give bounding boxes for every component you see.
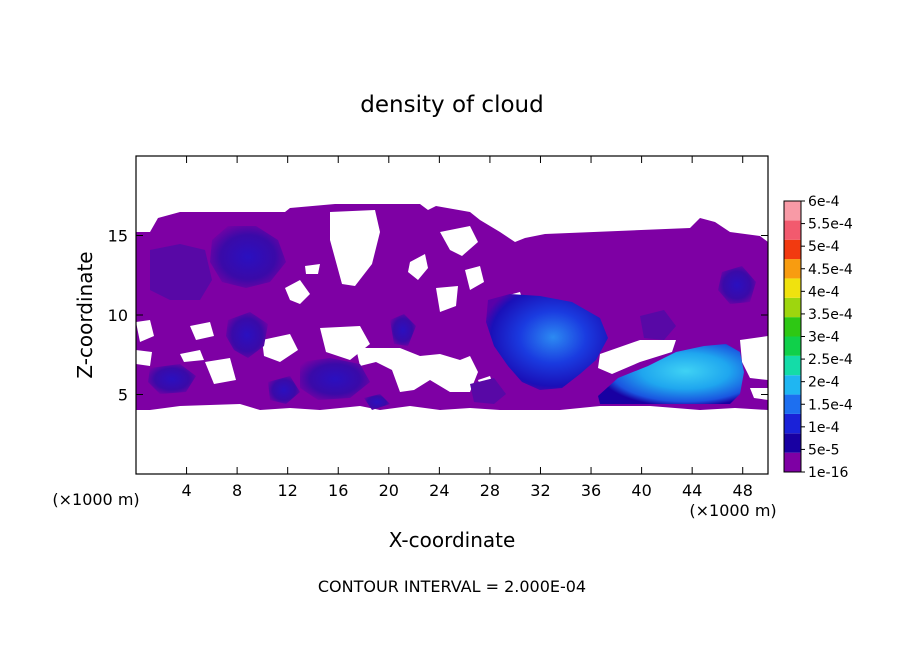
colorbar-swatch — [784, 355, 801, 376]
colorbar-swatch — [784, 259, 801, 279]
colorbar-label: 5.5e-4 — [808, 217, 853, 233]
colorbar-swatch — [784, 452, 801, 472]
z-tick-label: 5 — [118, 386, 128, 405]
z-tick-label: 10 — [108, 306, 128, 325]
z-axis-title: Z-coordinate — [73, 251, 97, 378]
colorbar-label: 6e-4 — [808, 194, 840, 210]
density-cores — [148, 226, 756, 410]
colorbar-label: 4.5e-4 — [808, 262, 853, 278]
x-tick-label: 24 — [429, 481, 449, 500]
colorbar-label: 2.5e-4 — [808, 352, 853, 368]
colorbar-label: 5e-5 — [808, 442, 839, 458]
colorbar-swatch — [784, 220, 801, 240]
colorbar-swatch — [784, 413, 801, 434]
colorbar-swatch — [784, 201, 801, 221]
plume-right — [598, 344, 744, 404]
x-tick-label: 20 — [379, 481, 399, 500]
colorbar-swatch — [784, 375, 801, 395]
x-tick-label: 4 — [181, 481, 191, 500]
colorbar-swatch — [784, 239, 801, 260]
x-tick-label: 12 — [278, 481, 298, 500]
clear-sky-gaps — [136, 210, 768, 400]
colorbar-label: 4e-4 — [808, 284, 840, 300]
x-unit-label: (×1000 m) — [689, 501, 776, 520]
colorbar-label: 1e-4 — [808, 420, 840, 436]
colorbar-swatch — [784, 278, 801, 298]
x-axis-ticks: 4 8 12 16 20 24 28 32 36 40 44 48 — [181, 156, 753, 500]
contour-interval-note: CONTOUR INTERVAL = 2.000E-04 — [318, 577, 586, 596]
colorbar-swatch — [784, 336, 801, 356]
x-tick-label: 16 — [328, 481, 348, 500]
x-tick-label: 44 — [682, 481, 702, 500]
cloud-density-field — [136, 204, 768, 410]
plume-center — [486, 294, 608, 390]
x-tick-label: 48 — [733, 481, 753, 500]
colorbar-swatch — [784, 433, 801, 453]
colorbar-swatch — [784, 297, 801, 318]
z-tick-label: 15 — [108, 227, 128, 246]
colorbar-label: 1e-16 — [808, 465, 848, 481]
colorbar-label: 5e-4 — [808, 239, 840, 255]
colorbar-label: 2e-4 — [808, 375, 840, 391]
colorbar-swatch — [784, 394, 801, 414]
z-unit-label: (×1000 m) — [52, 490, 139, 509]
x-tick-label: 8 — [232, 481, 242, 500]
x-axis-title: X-coordinate — [389, 528, 516, 552]
colorbar-label: 3e-4 — [808, 330, 840, 346]
x-tick-label: 40 — [631, 481, 651, 500]
x-tick-label: 28 — [480, 481, 500, 500]
colorbar-swatch — [784, 317, 801, 337]
x-tick-label: 32 — [530, 481, 550, 500]
x-tick-label: 36 — [581, 481, 601, 500]
colorbar-label: 1.5e-4 — [808, 397, 853, 413]
z-axis-ticks: 5 10 15 — [108, 227, 768, 405]
chart-title: density of cloud — [360, 92, 543, 118]
colorbar: 1e-16 5e-5 1e-4 1.5e-4 2e-4 2.5e-4 3e-4 3.5e-4 4… — [783, 194, 853, 481]
colorbar-label: 3.5e-4 — [808, 307, 853, 323]
